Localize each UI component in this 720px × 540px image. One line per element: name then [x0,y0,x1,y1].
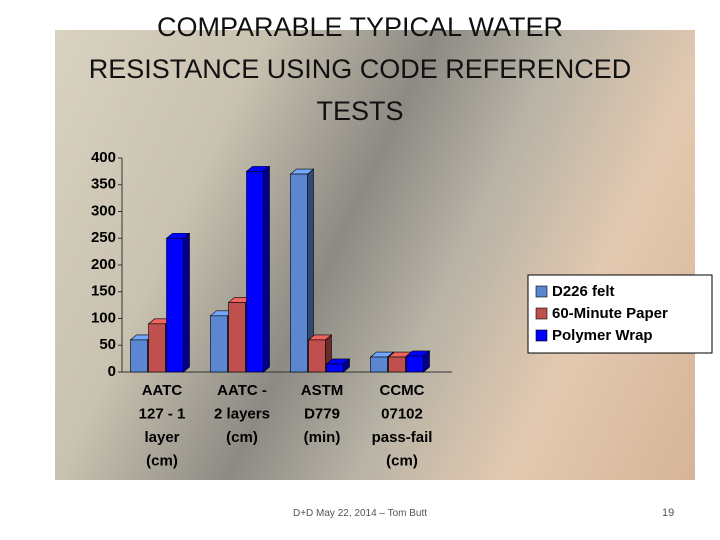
x-tick-label: pass-fail [372,429,433,446]
legend-label: 60-Minute Paper [552,305,668,322]
y-tick-label: 250 [91,229,116,246]
bar [290,173,308,373]
footer: D+D May 22, 2014 – Tom Butt [292,508,428,519]
legend-box [527,274,713,354]
bar [130,339,148,373]
x-tick-label: (cm) [226,429,258,446]
bar [210,315,228,373]
bar [406,355,424,373]
bar [388,356,406,373]
background-photo [55,30,695,480]
page-number: 19 [662,507,675,519]
bar [148,323,166,373]
bar [370,356,388,373]
y-tick-label: 400 [91,149,116,166]
bar [228,302,246,373]
legend-swatch [535,307,548,320]
y-tick-label: 0 [108,363,116,380]
x-tick-label: D779 [304,405,340,422]
y-tick-label: 200 [91,256,116,273]
x-tick-label: AATC - [217,382,267,399]
bar-side [263,165,270,373]
bar [326,363,344,373]
bar [308,339,326,373]
x-tick-label: (cm) [146,452,178,469]
x-tick-label: CCMC [380,382,425,399]
y-tick-label: 100 [91,309,116,326]
legend-label: Polymer Wrap [552,327,653,344]
x-tick-label: (cm) [386,452,418,469]
x-tick-label: 07102 [381,405,423,422]
y-tick-label: 50 [99,336,116,353]
y-tick-label: 350 [91,176,116,193]
y-tick-label: 300 [91,202,116,219]
x-tick-label: (min) [304,429,341,446]
bar-side [183,232,190,373]
x-tick-label: layer [144,429,179,446]
legend-swatch [535,329,548,342]
x-tick-label: 127 - 1 [139,405,186,422]
legend-swatch [535,285,548,298]
slide-title: COMPARABLE TYPICAL WATER RESISTANCE USIN… [88,12,632,126]
legend-label: D226 felt [552,283,615,300]
x-tick-label: ASTM [301,382,344,399]
x-tick-label: AATC [142,382,183,399]
x-tick-label: 2 layers [214,405,270,422]
bar [166,237,184,373]
y-tick-label: 150 [91,283,116,300]
bar [246,171,264,373]
